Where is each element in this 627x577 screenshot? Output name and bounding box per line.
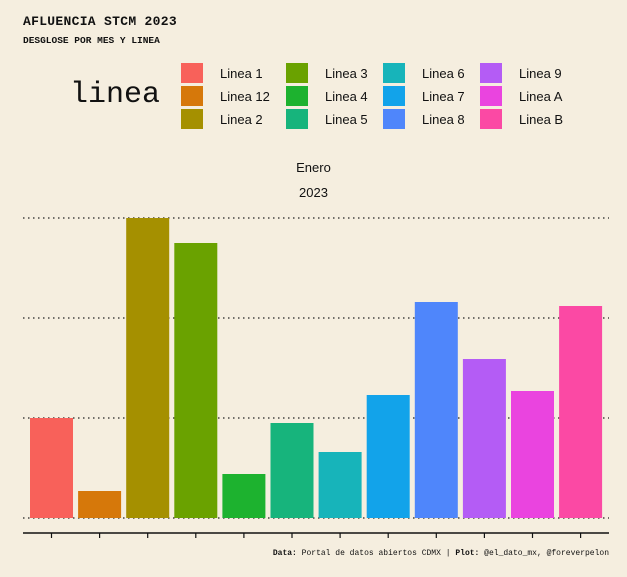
facet-year-label: 2023: [299, 185, 328, 200]
legend-item: Linea 12: [181, 85, 270, 107]
bar: [414, 302, 458, 518]
caption-data-label: Data:: [272, 549, 297, 558]
chart-subtitle: DESGLOSE POR MES Y LINEA: [23, 35, 160, 46]
legend-title: linea: [70, 78, 161, 112]
legend-item: Linea 7: [383, 85, 465, 107]
legend-item: Linea 1: [181, 62, 263, 84]
legend-swatch: [480, 109, 502, 129]
bar: [366, 395, 410, 518]
legend-swatch: [383, 63, 405, 83]
legend-swatch: [181, 63, 203, 83]
legend-label: Linea A: [519, 88, 563, 104]
bar: [30, 418, 73, 518]
legend-item: Linea 5: [286, 108, 368, 130]
legend-label: Linea 8: [422, 111, 465, 127]
bar: [222, 474, 266, 518]
legend-swatch: [480, 86, 502, 106]
caption: Data: Portal de datos abiertos CDMX | Pl…: [273, 549, 609, 558]
facet-month-label: Enero: [296, 160, 331, 175]
legend-swatch: [383, 86, 405, 106]
legend-swatch: [286, 86, 308, 106]
legend-label: Linea 2: [220, 111, 263, 127]
legend-label: Linea B: [519, 111, 564, 127]
bar: [78, 491, 122, 518]
caption-data-source: Portal de datos abiertos CDMX: [301, 549, 441, 558]
chart-title: AFLUENCIA STCM 2023: [23, 14, 177, 29]
legend-label: Linea 9: [519, 65, 562, 81]
bar: [511, 391, 554, 518]
legend-item: Linea 4: [286, 85, 368, 107]
legend-label: Linea 5: [325, 111, 368, 127]
legend-label: Linea 4: [325, 88, 368, 104]
legend-item: Linea 9: [480, 62, 562, 84]
bar: [559, 306, 603, 518]
legend-swatch: [286, 109, 308, 129]
bar: [318, 452, 362, 518]
legend-swatch: [383, 109, 405, 129]
legend-item: Linea 6: [383, 62, 465, 84]
legend: Linea 1 Linea 12 Linea 2 Linea 3 Linea 4 Line…: [181, 62, 601, 132]
legend-label: Linea 6: [422, 65, 465, 81]
legend-swatch: [286, 63, 308, 83]
legend-label: Linea 7: [422, 88, 465, 104]
legend-label: Linea 3: [325, 65, 368, 81]
caption-plot-label: Plot:: [455, 549, 480, 558]
legend-item: Linea A: [480, 85, 562, 107]
legend-swatch: [480, 63, 502, 83]
legend-label: Linea 1: [220, 65, 263, 81]
legend-item: Linea B: [480, 108, 563, 130]
legend-label: Linea 12: [220, 88, 270, 104]
bar: [270, 423, 314, 518]
caption-separator: |: [445, 549, 451, 558]
bar: [126, 218, 170, 518]
bar: [462, 359, 506, 518]
bar: [174, 243, 218, 518]
legend-swatch: [181, 109, 203, 129]
legend-swatch: [181, 86, 203, 106]
caption-plot-authors: @el_dato_mx, @foreverpelon: [484, 549, 609, 558]
legend-item: Linea 2: [181, 108, 263, 130]
legend-item: Linea 8: [383, 108, 465, 130]
legend-item: Linea 3: [286, 62, 368, 84]
